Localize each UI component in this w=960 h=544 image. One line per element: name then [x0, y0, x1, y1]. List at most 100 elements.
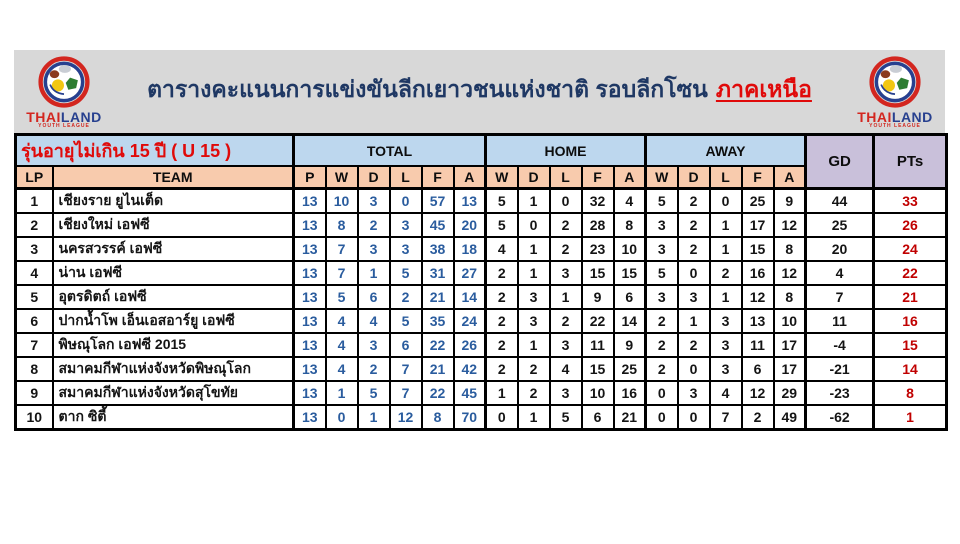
column-header-pts: PTs	[872, 133, 948, 189]
stat-cell: 1	[516, 331, 551, 358]
column-header: W	[644, 165, 679, 189]
gd-cell: 44	[804, 186, 875, 214]
stat-cell: 1	[708, 211, 743, 238]
stat-cell: 28	[580, 211, 615, 238]
stat-cell: 13	[292, 259, 327, 286]
stat-cell: 16	[612, 379, 647, 406]
stat-cell: 45	[420, 211, 455, 238]
logo-subtitle: YOUTH LEAGUE	[869, 123, 921, 129]
stat-cell: 27	[452, 259, 487, 286]
stat-cell: 29	[772, 379, 807, 406]
stat-cell: 0	[644, 403, 679, 430]
stat-cell: 0	[676, 355, 711, 382]
stat-cell: 15	[580, 355, 615, 382]
stat-cell: 3	[548, 379, 583, 406]
rank-cell: 8	[14, 355, 54, 382]
stat-cell: 13	[292, 186, 327, 214]
column-header: L	[388, 165, 423, 189]
stat-cell: 2	[484, 259, 519, 286]
stat-cell: 1	[708, 283, 743, 310]
stat-cell: 3	[644, 283, 679, 310]
stat-cell: 25	[612, 355, 647, 382]
stat-cell: 4	[484, 235, 519, 262]
stat-cell: 8	[612, 211, 647, 238]
stat-cell: 13	[292, 235, 327, 262]
pts-cell: 22	[872, 259, 948, 286]
gd-cell: 4	[804, 259, 875, 286]
gd-cell: -23	[804, 379, 875, 406]
stat-cell: 2	[516, 379, 551, 406]
stat-cell: 2	[484, 331, 519, 358]
gd-cell: -21	[804, 355, 875, 382]
stat-cell: 10	[580, 379, 615, 406]
title-region-text: ภาคเหนือ	[715, 75, 812, 102]
stat-cell: 2	[484, 355, 519, 382]
stat-cell: 1	[516, 186, 551, 214]
stat-cell: 12	[772, 211, 807, 238]
football-emblem-icon	[869, 56, 921, 113]
stat-cell: 2	[484, 283, 519, 310]
stat-cell: 2	[548, 307, 583, 334]
rank-cell: 6	[14, 307, 54, 334]
column-header: L	[708, 165, 743, 189]
stat-cell: 10	[772, 307, 807, 334]
stat-cell: 0	[388, 186, 423, 214]
stat-cell: 5	[548, 403, 583, 430]
stat-cell: 1	[548, 283, 583, 310]
team-cell: สมาคมกีฬาแห่งจังหวัดสุโขทัย	[51, 379, 295, 406]
stat-cell: 3	[548, 259, 583, 286]
stat-cell: 4	[356, 307, 391, 334]
stat-cell: 12	[772, 259, 807, 286]
stat-cell: 0	[676, 403, 711, 430]
stat-cell: 8	[324, 211, 359, 238]
stat-cell: 13	[292, 379, 327, 406]
stat-cell: 9	[772, 186, 807, 214]
stat-cell: 20	[452, 211, 487, 238]
football-emblem-icon	[38, 56, 90, 113]
stat-cell: 26	[452, 331, 487, 358]
stat-cell: 1	[516, 403, 551, 430]
stat-cell: 45	[452, 379, 487, 406]
stat-cell: 3	[388, 211, 423, 238]
table-row: 10 ตาก ซิตี้ 13 0 1 12 8 70 0 1 5 6 21 0 0 7 2 49 -62…	[14, 403, 948, 430]
stat-cell: 2	[676, 331, 711, 358]
rank-cell: 7	[14, 331, 54, 358]
stat-cell: 1	[356, 259, 391, 286]
group-header-away: AWAY	[643, 133, 807, 167]
stat-cell: 2	[676, 211, 711, 238]
column-header: L	[548, 165, 583, 189]
team-cell: สมาคมกีฬาแห่งจังหวัดพิษณุโลก	[51, 355, 295, 382]
table-row: 7 พิษณุโลก เอฟซี 2015 13 4 3 6 22 26 2 1 3 11 9 2…	[14, 331, 948, 358]
stat-cell: 15	[740, 235, 775, 262]
rank-cell: 5	[14, 283, 54, 310]
stat-cell: 4	[708, 379, 743, 406]
gd-cell: 25	[804, 211, 875, 238]
rank-cell: 4	[14, 259, 54, 286]
stat-cell: 9	[612, 331, 647, 358]
pts-cell: 14	[872, 355, 948, 382]
stat-cell: 3	[676, 379, 711, 406]
stat-cell: 4	[612, 186, 647, 214]
stat-cell: 57	[420, 186, 455, 214]
pts-cell: 26	[872, 211, 948, 238]
gd-cell: 20	[804, 235, 875, 262]
pts-cell: 24	[872, 235, 948, 262]
stat-cell: 5	[388, 307, 423, 334]
pts-cell: 8	[872, 379, 948, 406]
pts-cell: 16	[872, 307, 948, 334]
stat-cell: 5	[356, 379, 391, 406]
column-header: F	[420, 165, 455, 189]
stat-cell: 3	[676, 283, 711, 310]
title-banner: THAILAND YOUTH LEAGUE ตารางคะแนนการแข่งข…	[14, 50, 945, 133]
stat-cell: 3	[644, 235, 679, 262]
stat-cell: 0	[708, 186, 743, 214]
table-group-header-row: รุ่นอายุไม่เกิน 15 ปี ( U 15 ) TOTAL HOM…	[14, 133, 948, 189]
column-header: A	[452, 165, 487, 189]
table-row: 6 ปากน้ำโพ เอ็นเอสอาร์ยู เอฟซี 13 4 4 5 35 24…	[14, 307, 948, 334]
stat-cell: 0	[676, 259, 711, 286]
stat-cell: 7	[388, 355, 423, 382]
stat-cell: 1	[708, 235, 743, 262]
stat-cell: 5	[388, 259, 423, 286]
